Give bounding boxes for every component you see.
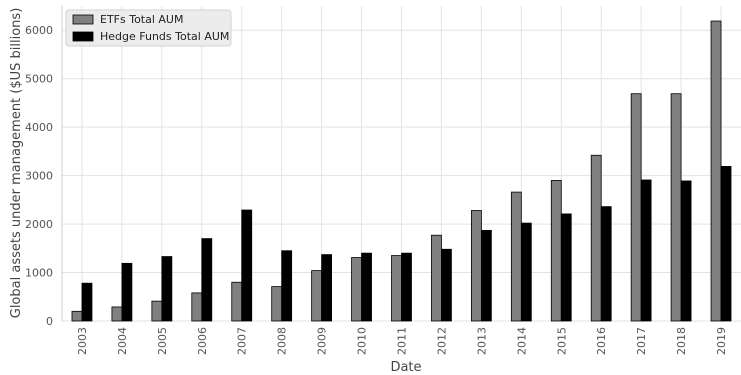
legend-label-etfs: ETFs Total AUM: [100, 13, 183, 26]
x-tick-label: 2016: [595, 327, 608, 355]
x-axis-label: Date: [390, 360, 421, 375]
bar-etfs-2013: [470, 210, 482, 322]
x-tick-label: 2005: [156, 327, 169, 355]
legend-swatch-etfs: [72, 14, 94, 25]
bar-etfs-2014: [510, 191, 522, 322]
bar-hedge-funds-2005: [161, 256, 173, 322]
x-tick-label: 2003: [76, 327, 89, 355]
bar-etfs-2016: [590, 154, 602, 322]
bar-etfs-2005: [151, 300, 163, 322]
x-tick-label: 2013: [475, 327, 488, 355]
bar-etfs-2007: [231, 281, 243, 322]
x-tick-label: 2010: [356, 327, 369, 355]
x-tick-label: 2019: [715, 327, 728, 355]
bar-etfs-2009: [311, 270, 323, 322]
bar-hedge-funds-2011: [401, 252, 412, 322]
legend: ETFs Total AUM Hedge Funds Total AUM: [65, 9, 232, 47]
bar-etfs-2011: [391, 255, 402, 322]
bar-hedge-funds-2016: [600, 206, 612, 322]
y-tick-label: 1000: [25, 267, 53, 280]
bar-hedge-funds-2012: [441, 248, 452, 322]
bar-hedge-funds-2019: [720, 166, 732, 322]
bar-etfs-2006: [191, 292, 203, 322]
x-tick-label: 2017: [635, 327, 648, 355]
bar-hedge-funds-2017: [640, 179, 652, 322]
x-tick-label: 2011: [396, 327, 409, 355]
bar-hedge-funds-2015: [560, 213, 572, 322]
x-tick-label: 2015: [555, 327, 568, 355]
bar-hedge-funds-2009: [321, 254, 333, 322]
bar-etfs-2018: [670, 93, 682, 322]
x-tick-label: 2007: [236, 327, 249, 355]
bar-hedge-funds-2018: [680, 180, 692, 322]
y-tick-label: 3000: [25, 170, 53, 183]
bars: [71, 20, 732, 322]
bar-etfs-2012: [431, 234, 442, 322]
bar-hedge-funds-2014: [520, 222, 532, 322]
y-tick-label: 5000: [25, 73, 53, 86]
y-tick-label: 0: [46, 315, 53, 328]
legend-swatch-hedge-funds: [72, 31, 94, 42]
x-tick-label: 2009: [316, 327, 329, 355]
x-tick-label: 2012: [435, 327, 448, 355]
y-tick-labels: 0 1000 2000 3000 4000 5000 6000: [25, 24, 53, 328]
bar-hedge-funds-2008: [281, 250, 293, 322]
bar-hedge-funds-2006: [201, 238, 213, 322]
bar-hedge-funds-2007: [241, 209, 253, 322]
x-tick-label: 2018: [675, 327, 688, 355]
x-tick-label: 2006: [196, 327, 209, 355]
x-tick-label: 2004: [116, 327, 129, 355]
x-tick-label: 2014: [515, 327, 528, 355]
bar-hedge-funds-2013: [480, 229, 492, 322]
bar-etfs-2003: [71, 310, 83, 322]
y-tick-label: 6000: [25, 24, 53, 37]
bar-etfs-2017: [630, 93, 642, 322]
bar-etfs-2019: [710, 20, 722, 322]
y-axis-label: Global assets under management ($US bill…: [9, 8, 24, 319]
bar-hedge-funds-2010: [361, 252, 372, 322]
bar-hedge-funds-2003: [81, 282, 93, 322]
x-tick-labels: 2003 2004 2005 2006 2007 2008 2009 2010 2011 2012…: [76, 327, 728, 355]
legend-label-hedge-funds: Hedge Funds Total AUM: [100, 30, 229, 43]
bar-etfs-2008: [271, 286, 283, 322]
x-tick-label: 2008: [276, 327, 289, 355]
bar-etfs-2015: [550, 180, 562, 322]
bar-etfs-2004: [111, 306, 123, 322]
y-tick-label: 2000: [25, 218, 53, 231]
bar-hedge-funds-2004: [121, 262, 133, 322]
legend-box: [65, 9, 232, 47]
bar-etfs-2010: [351, 257, 362, 322]
y-tick-label: 4000: [25, 121, 53, 134]
